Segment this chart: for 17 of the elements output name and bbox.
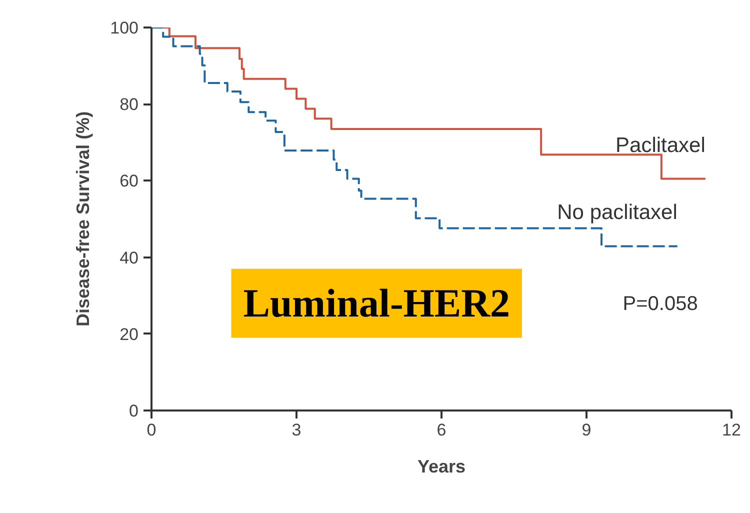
y-tick-label: 40: [120, 248, 139, 268]
series-label: Paclitaxel: [616, 134, 706, 157]
y-axis-title: Disease-free Survival (%): [73, 111, 94, 327]
x-tick-label: 6: [436, 420, 446, 440]
annotation: Luminal-HER2: [243, 280, 510, 326]
series-label: No paclitaxel: [557, 201, 678, 224]
y-tick-label: 100: [110, 18, 139, 38]
x-tick-label: 9: [582, 420, 592, 440]
x-axis-title: Years: [417, 456, 466, 476]
x-tick-label: 12: [722, 420, 741, 440]
x-tick-label: 3: [292, 420, 302, 440]
annotation: P=0.058: [622, 292, 698, 315]
y-tick-label: 20: [120, 324, 139, 344]
y-tick-label: 0: [129, 402, 139, 420]
x-tick-label: 0: [146, 420, 156, 440]
y-tick-label: 60: [120, 172, 139, 191]
y-tick-label: 80: [120, 95, 139, 114]
